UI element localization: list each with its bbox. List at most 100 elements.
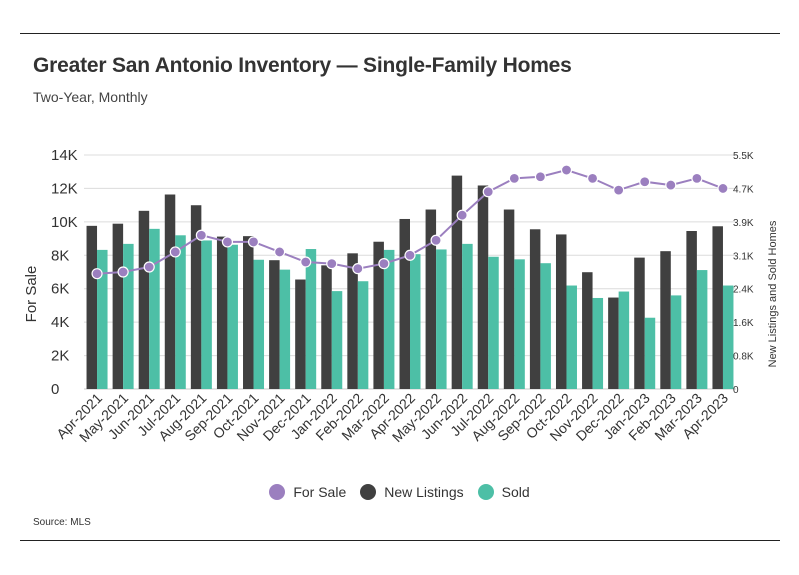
- point-for-sale: [300, 256, 312, 268]
- bar-sold: [722, 285, 734, 389]
- y-tick-label: 12K: [51, 180, 78, 197]
- bar-sold: [357, 281, 369, 389]
- bar-sold: [279, 269, 291, 389]
- bar-sold: [462, 243, 473, 389]
- bar-sold: [123, 243, 134, 389]
- bar-new-listings: [321, 265, 332, 389]
- bar-sold: [331, 291, 343, 389]
- point-for-sale: [117, 266, 129, 278]
- bar-sold: [644, 317, 656, 389]
- legend-item-for-sale: For Sale: [269, 484, 346, 500]
- point-for-sale: [665, 179, 677, 191]
- bar-new-listings: [138, 210, 150, 389]
- point-for-sale: [534, 171, 547, 183]
- point-for-sale: [274, 246, 286, 258]
- bar-sold: [175, 235, 186, 389]
- bar-new-listings: [295, 279, 306, 389]
- bar-new-listings: [712, 226, 723, 389]
- bar-sold: [410, 254, 421, 389]
- y2-tick-label: 1.6K: [733, 318, 754, 329]
- point-for-sale: [326, 258, 338, 270]
- point-for-sale: [639, 176, 651, 188]
- bar-sold: [488, 256, 499, 389]
- legend-label-for-sale: For Sale: [293, 484, 347, 500]
- bar-sold: [227, 244, 238, 389]
- bar-new-listings: [686, 230, 697, 389]
- point-for-sale: [613, 184, 625, 196]
- point-for-sale: [717, 182, 729, 195]
- bar-sold: [566, 285, 577, 389]
- point-for-sale: [169, 246, 181, 258]
- bar-sold: [149, 228, 160, 389]
- bar-new-listings: [425, 209, 437, 389]
- point-for-sale: [586, 172, 599, 184]
- point-for-sale: [221, 236, 234, 248]
- y-tick-label: 14K: [51, 147, 78, 164]
- y-tick-label: 4K: [51, 314, 69, 331]
- bar-sold: [201, 240, 212, 389]
- bar-sold: [670, 295, 682, 389]
- bar-sold: [305, 249, 317, 389]
- bar-sold: [696, 270, 708, 389]
- point-for-sale: [352, 263, 364, 275]
- point-for-sale: [404, 249, 416, 261]
- point-for-sale: [430, 234, 442, 246]
- y2-tick-label: 2.4K: [733, 285, 754, 296]
- bar-sold: [383, 249, 395, 389]
- bar-new-listings: [477, 185, 489, 389]
- bar-sold: [618, 291, 630, 389]
- legend-swatch-sold: [477, 484, 494, 500]
- point-for-sale: [195, 229, 207, 241]
- bar-sold: [540, 263, 551, 389]
- bar-sold: [436, 249, 447, 389]
- top-rule: [20, 33, 780, 34]
- legend-item-new-listings: New Listings: [360, 484, 464, 500]
- y2-tick-label: 0: [733, 385, 739, 396]
- source-note: Source: MLS: [33, 517, 91, 528]
- y2-tick-label: 5.5K: [733, 151, 754, 162]
- y-tick-label: 10K: [51, 214, 78, 231]
- bar-new-listings: [243, 236, 254, 389]
- y2-axis-title: New Listings and Sold Homes: [767, 220, 779, 367]
- y2-tick-label: 3.1K: [733, 251, 754, 262]
- bar-new-listings: [347, 253, 358, 389]
- bar-sold: [514, 259, 525, 389]
- bar-new-listings: [582, 272, 593, 389]
- chart-title: Greater San Antonio Inventory — Single-F…: [33, 54, 572, 77]
- bar-new-listings: [451, 175, 463, 389]
- point-for-sale: [91, 268, 103, 280]
- bar-new-listings: [112, 223, 124, 389]
- bar-new-listings: [555, 234, 567, 389]
- bar-sold: [253, 259, 265, 389]
- point-for-sale: [143, 261, 155, 273]
- point-for-sale: [482, 186, 494, 198]
- point-for-sale: [691, 172, 703, 184]
- y-tick-label: 2K: [51, 348, 69, 365]
- point-for-sale: [560, 164, 573, 176]
- y-tick-label: 8K: [51, 247, 69, 264]
- bottom-rule: [20, 540, 780, 541]
- bar-new-listings: [216, 236, 228, 389]
- y2-tick-label: 4.7K: [733, 184, 754, 195]
- bar-new-listings: [503, 209, 515, 389]
- bar-new-listings: [373, 241, 384, 389]
- point-for-sale: [247, 236, 260, 248]
- legend-label-sold: Sold: [501, 484, 530, 500]
- bar-new-listings: [634, 257, 645, 389]
- legend-swatch-for-sale: [269, 484, 286, 500]
- y-axis-title: For Sale: [23, 266, 40, 323]
- bar-new-listings: [608, 297, 619, 389]
- point-for-sale: [378, 258, 390, 270]
- bar-new-listings: [269, 260, 280, 389]
- legend-item-sold: Sold: [477, 484, 530, 500]
- bar-new-listings: [86, 225, 98, 389]
- legend-swatch-new-listings: [360, 484, 377, 500]
- bar-new-listings: [190, 205, 202, 389]
- chart-area: 0 2K 4K 6K 8K 10K 12K 14K 0 0.8K 1.6K 2.4K 3.1K 3.9K 4…: [23, 147, 779, 445]
- point-for-sale: [508, 172, 520, 184]
- point-for-sale: [456, 209, 468, 221]
- bar-sold: [97, 249, 108, 389]
- bar-new-listings: [660, 251, 671, 389]
- legend-label-new-listings: New Listings: [384, 484, 464, 500]
- bar-new-listings: [399, 218, 410, 389]
